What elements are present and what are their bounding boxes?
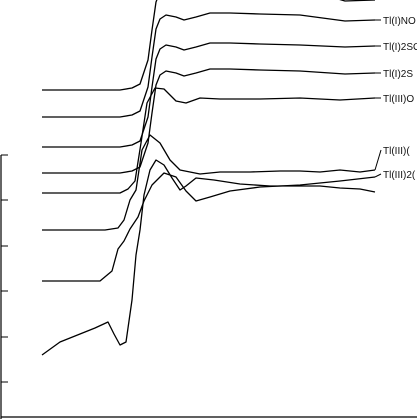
series-curve-2 (42, 12, 376, 118)
series-curve-3 (42, 42, 376, 148)
series-label-5: Tl(III)O (383, 94, 414, 105)
series-curve-5 (42, 87, 376, 194)
series-curve-1 (42, 0, 376, 91)
series-label-3: Tl(I)2SO (383, 42, 417, 53)
series-curve-pre-edge (41, 159, 376, 356)
series-curves (41, 0, 376, 356)
series-leader-6 (374, 149, 382, 171)
series-label-7: Tl(III)2( (383, 170, 416, 181)
axes (0, 154, 417, 419)
series-label-6: Tl(III)( (383, 146, 410, 157)
series-label-2: Tl(I)NO (383, 16, 416, 27)
series-labels: Tl(I)NO Tl(I)2SO Tl(I)2S Tl(III)O Tl(III)( Tl… (374, 16, 417, 181)
series-leader-7 (374, 173, 382, 178)
series-curve-7 (42, 172, 376, 282)
series-curve-4 (42, 68, 376, 174)
series-label-4: Tl(I)2S (383, 69, 413, 80)
series-curve-6 (42, 134, 376, 231)
